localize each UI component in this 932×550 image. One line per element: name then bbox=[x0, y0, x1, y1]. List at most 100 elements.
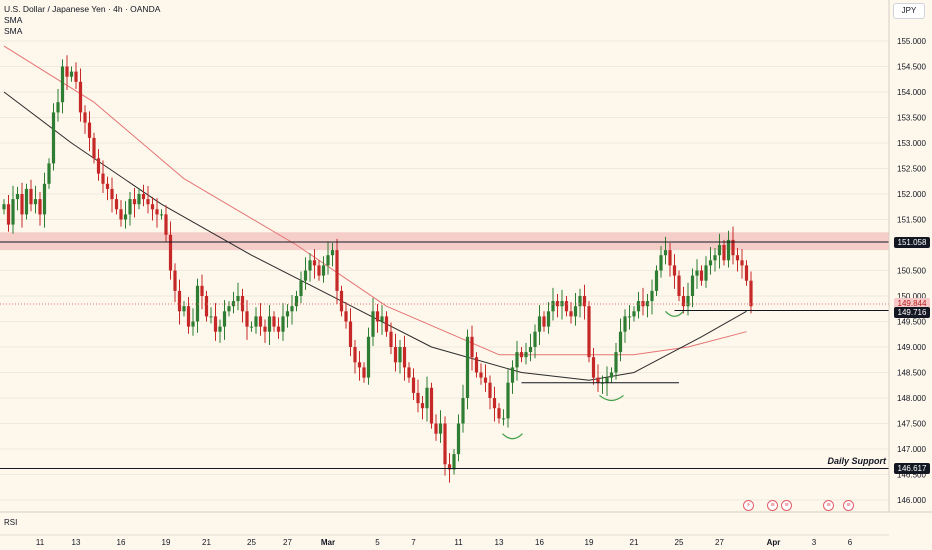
candle-body bbox=[78, 81, 83, 113]
us-flag-event-icon[interactable]: ≡ bbox=[781, 500, 792, 511]
candle-body bbox=[182, 306, 186, 312]
candle-body bbox=[348, 321, 353, 347]
x-tick-label: 11 bbox=[454, 538, 463, 547]
candle-body bbox=[681, 296, 686, 307]
candle-body bbox=[528, 347, 533, 353]
candle-body bbox=[614, 352, 618, 373]
candle-body bbox=[497, 408, 501, 419]
candle-body bbox=[159, 214, 164, 216]
candle-body bbox=[353, 347, 357, 363]
sma-fast-path bbox=[3, 91, 747, 381]
y-tick-label: 153.000 bbox=[897, 139, 926, 148]
candle-body bbox=[461, 398, 465, 424]
candle-body bbox=[371, 311, 375, 337]
y-tick-label: 152.000 bbox=[897, 190, 926, 199]
candle-body bbox=[569, 311, 573, 317]
candle-body bbox=[267, 316, 272, 332]
candle-body bbox=[218, 326, 222, 332]
candle-body bbox=[650, 290, 654, 302]
x-tick-label: 27 bbox=[283, 538, 292, 547]
candle-body bbox=[483, 377, 488, 383]
x-tick-label: 6 bbox=[848, 538, 853, 547]
candle-body bbox=[11, 199, 15, 225]
candle-body bbox=[519, 352, 524, 358]
candle-body bbox=[704, 265, 708, 281]
candle-body bbox=[263, 326, 267, 332]
candle-body bbox=[488, 382, 492, 398]
candle-body bbox=[123, 214, 128, 220]
rsi-pane-label[interactable]: RSI bbox=[4, 518, 18, 527]
candle-body bbox=[56, 102, 60, 113]
candle-body bbox=[659, 255, 663, 271]
x-tick-label: 21 bbox=[630, 538, 639, 547]
candles bbox=[2, 55, 753, 483]
candle-body bbox=[110, 188, 114, 200]
y-axis-ticks: 155.000 154.500 154.000 153.500 153.000 152.5… bbox=[897, 37, 926, 505]
candle-body bbox=[200, 285, 204, 296]
candle-body bbox=[393, 347, 398, 363]
candle-body bbox=[285, 311, 290, 317]
candle-body bbox=[609, 372, 614, 378]
pattern-arc bbox=[502, 433, 523, 440]
sma-indicator-1[interactable]: SMA bbox=[4, 15, 23, 25]
candle-body bbox=[335, 250, 339, 291]
candle-body bbox=[623, 316, 627, 332]
resistance-price-tag: 151.058 bbox=[894, 236, 930, 248]
sma-indicator-2[interactable]: SMA bbox=[4, 26, 23, 36]
candle-body bbox=[312, 260, 317, 266]
candle-body bbox=[222, 311, 227, 327]
economic-event-icon[interactable]: ⚡ bbox=[743, 500, 754, 511]
candle-body bbox=[132, 199, 137, 205]
candle-body bbox=[87, 122, 92, 138]
candle-body bbox=[357, 362, 362, 368]
candle-body bbox=[38, 199, 42, 215]
candle-body bbox=[474, 357, 479, 373]
x-tick-label: 7 bbox=[411, 538, 416, 547]
symbol-title[interactable]: U.S. Dollar / Japanese Yen · 4h · OANDA bbox=[4, 4, 161, 14]
candle-body bbox=[366, 336, 371, 378]
candle-body bbox=[209, 316, 213, 318]
candle-body bbox=[425, 387, 429, 409]
candle-body bbox=[69, 71, 74, 77]
last-price-tag: 149.844 bbox=[894, 298, 930, 310]
candle-body bbox=[663, 250, 668, 256]
y-tick-label: 147.500 bbox=[897, 420, 926, 429]
candle-body bbox=[618, 331, 623, 353]
candle-body bbox=[492, 398, 497, 409]
y-tick-label: 153.500 bbox=[897, 114, 926, 123]
candle-body bbox=[177, 290, 182, 312]
candle-body bbox=[362, 367, 366, 378]
y-tick-label: 150.500 bbox=[897, 267, 926, 276]
candle-body bbox=[164, 214, 168, 235]
candle-body bbox=[92, 137, 96, 159]
candle-body bbox=[551, 301, 555, 312]
candle-body bbox=[294, 296, 299, 307]
currency-button[interactable]: JPY bbox=[893, 3, 925, 19]
candle-body bbox=[447, 464, 452, 470]
candle-body bbox=[191, 321, 195, 327]
candle-body bbox=[407, 367, 411, 378]
candle-body bbox=[321, 265, 326, 276]
candle-body bbox=[573, 306, 578, 317]
candle-body bbox=[465, 336, 470, 398]
us-flag-event-icon[interactable]: ≡ bbox=[767, 500, 778, 511]
candle-body bbox=[326, 255, 330, 266]
y-tick-label: 149.500 bbox=[897, 318, 926, 327]
y-tick-label: 150.000 bbox=[897, 292, 926, 301]
candle-body bbox=[708, 260, 713, 266]
candle-body bbox=[456, 423, 461, 455]
candle-body bbox=[24, 188, 29, 215]
candle-body bbox=[105, 183, 110, 189]
candle-body bbox=[375, 311, 380, 322]
us-flag-event-icon[interactable]: ≡ bbox=[843, 500, 854, 511]
candle-body bbox=[254, 316, 258, 327]
pattern-arc bbox=[665, 310, 684, 317]
candle-body bbox=[299, 280, 303, 296]
candle-body bbox=[717, 245, 722, 256]
candle-body bbox=[96, 158, 101, 174]
candle-body bbox=[537, 316, 542, 332]
us-flag-event-icon[interactable]: ≡ bbox=[823, 500, 834, 511]
x-tick-label: 13 bbox=[72, 538, 81, 547]
candle-body bbox=[506, 382, 510, 419]
